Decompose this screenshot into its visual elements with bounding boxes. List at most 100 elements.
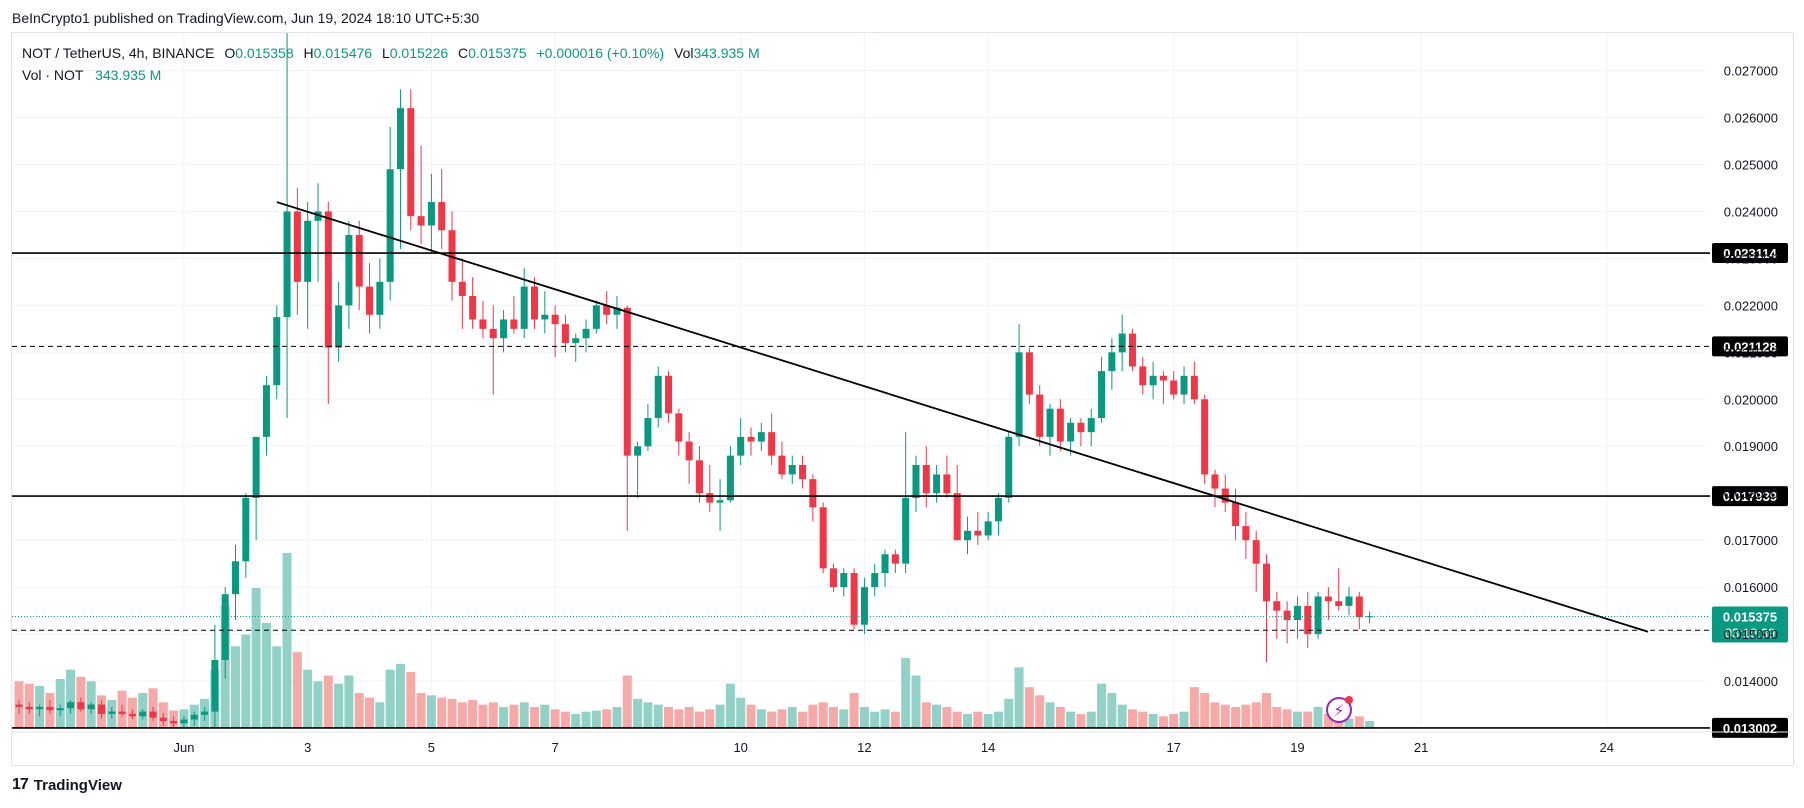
- volume-bar: [1045, 702, 1055, 728]
- volume-bar: [313, 681, 323, 728]
- volume-bar: [849, 693, 859, 728]
- legend-symbol[interactable]: NOT / TetherUS, 4h, BINANCE: [22, 45, 215, 61]
- candle-layer: [15, 33, 1374, 728]
- candle-body: [695, 460, 703, 494]
- volume-bar: [612, 707, 622, 728]
- candle-body: [561, 324, 569, 343]
- candle-body: [603, 305, 611, 315]
- volume-bar: [272, 646, 282, 728]
- volume-bar: [725, 683, 735, 728]
- candle-body: [190, 714, 198, 720]
- volume-bar: [901, 658, 911, 728]
- candle-body: [1036, 394, 1044, 437]
- candle-body: [1263, 563, 1271, 602]
- volume-bar: [241, 634, 251, 728]
- volume-bar: [859, 707, 869, 728]
- volume-bar: [1251, 702, 1261, 728]
- y-tick-label: 0.017000: [1724, 533, 1778, 548]
- volume-bar: [756, 709, 766, 728]
- candle-body: [1252, 540, 1260, 564]
- volume-bar: [798, 711, 808, 728]
- candle-body: [1159, 375, 1167, 381]
- volume-bar: [1303, 711, 1313, 728]
- candle-body: [871, 573, 879, 588]
- volume-bar: [1313, 707, 1323, 728]
- candle-body: [881, 554, 889, 574]
- candle-body: [974, 530, 982, 536]
- volume-bar: [1210, 702, 1220, 728]
- volume-bar: [231, 646, 241, 728]
- volume-bar: [437, 697, 447, 728]
- candle-body: [242, 497, 250, 562]
- candle-body: [25, 706, 33, 710]
- volume-bar: [344, 675, 354, 728]
- candle-body: [819, 507, 827, 569]
- volume-bar: [952, 711, 962, 728]
- candle-body: [46, 706, 54, 711]
- volume-indicator-value: 343.935 M: [95, 67, 162, 83]
- candle-body: [252, 436, 260, 498]
- candle-body: [1345, 596, 1353, 606]
- volume-bar: [571, 714, 581, 728]
- candle-body: [1201, 399, 1209, 475]
- candle-body: [108, 711, 116, 714]
- countdown-label: 03:19:39: [1725, 625, 1776, 640]
- candle-body: [1128, 333, 1136, 367]
- volume-bar: [1323, 714, 1333, 728]
- candle-body: [139, 711, 147, 717]
- volume-bar: [890, 711, 900, 728]
- candle-body: [376, 281, 384, 315]
- y-tick-label: 0.022000: [1724, 298, 1778, 313]
- descending-trendline: [276, 201, 1649, 633]
- volume-bar: [963, 714, 973, 728]
- candle-body: [706, 493, 714, 503]
- candle-body: [840, 573, 848, 588]
- volume-bar: [808, 704, 818, 728]
- x-tick-label: 10: [733, 740, 747, 755]
- x-tick-label: 12: [857, 740, 871, 755]
- volume-indicator-label[interactable]: Vol · NOT: [22, 67, 84, 83]
- tradingview-footer[interactable]: 17 TradingView: [12, 776, 122, 794]
- candle-body: [262, 385, 270, 437]
- y-tick-label: 0.020000: [1724, 392, 1778, 407]
- candle-body: [149, 711, 157, 718]
- volume-bar: [664, 707, 674, 728]
- candle-body: [77, 702, 85, 710]
- candle-body: [1025, 352, 1033, 395]
- volume-bar: [1231, 707, 1241, 728]
- lightning-icon[interactable]: ⚡: [1326, 696, 1353, 723]
- volume-bar: [787, 707, 797, 728]
- volume-bar: [530, 707, 539, 728]
- candle-body: [67, 702, 75, 709]
- volume-bar: [519, 702, 529, 728]
- chart-frame[interactable]: [11, 32, 1794, 766]
- x-tick-label: 5: [428, 740, 435, 755]
- volume-bar: [1169, 714, 1179, 728]
- candle-body: [427, 202, 435, 226]
- candle-body: [788, 465, 796, 475]
- candle-body: [479, 319, 487, 329]
- volume-bar: [602, 709, 612, 728]
- volume-bar: [1024, 687, 1034, 728]
- candle-body: [180, 719, 188, 724]
- volume-bar: [395, 663, 405, 728]
- volume-bar: [715, 704, 725, 728]
- y-tick-label: 0.018000: [1724, 486, 1778, 501]
- volume-bar: [1272, 707, 1282, 728]
- volume-bar: [354, 693, 364, 728]
- price-level-tag: [1712, 243, 1788, 264]
- volume-bar: [499, 707, 509, 728]
- candle-body: [953, 493, 961, 541]
- x-tick-label: 19: [1290, 740, 1304, 755]
- high-value: 0.015476: [313, 45, 373, 61]
- candle-body: [232, 561, 240, 595]
- low-label: L: [381, 45, 390, 61]
- volume-bar: [1189, 687, 1199, 728]
- x-tick-label: 3: [304, 740, 311, 755]
- volume-bar: [932, 704, 942, 728]
- candle-body: [582, 328, 590, 339]
- candle-body: [293, 211, 301, 282]
- volume-bar: [468, 700, 478, 728]
- volume-bar: [334, 683, 344, 728]
